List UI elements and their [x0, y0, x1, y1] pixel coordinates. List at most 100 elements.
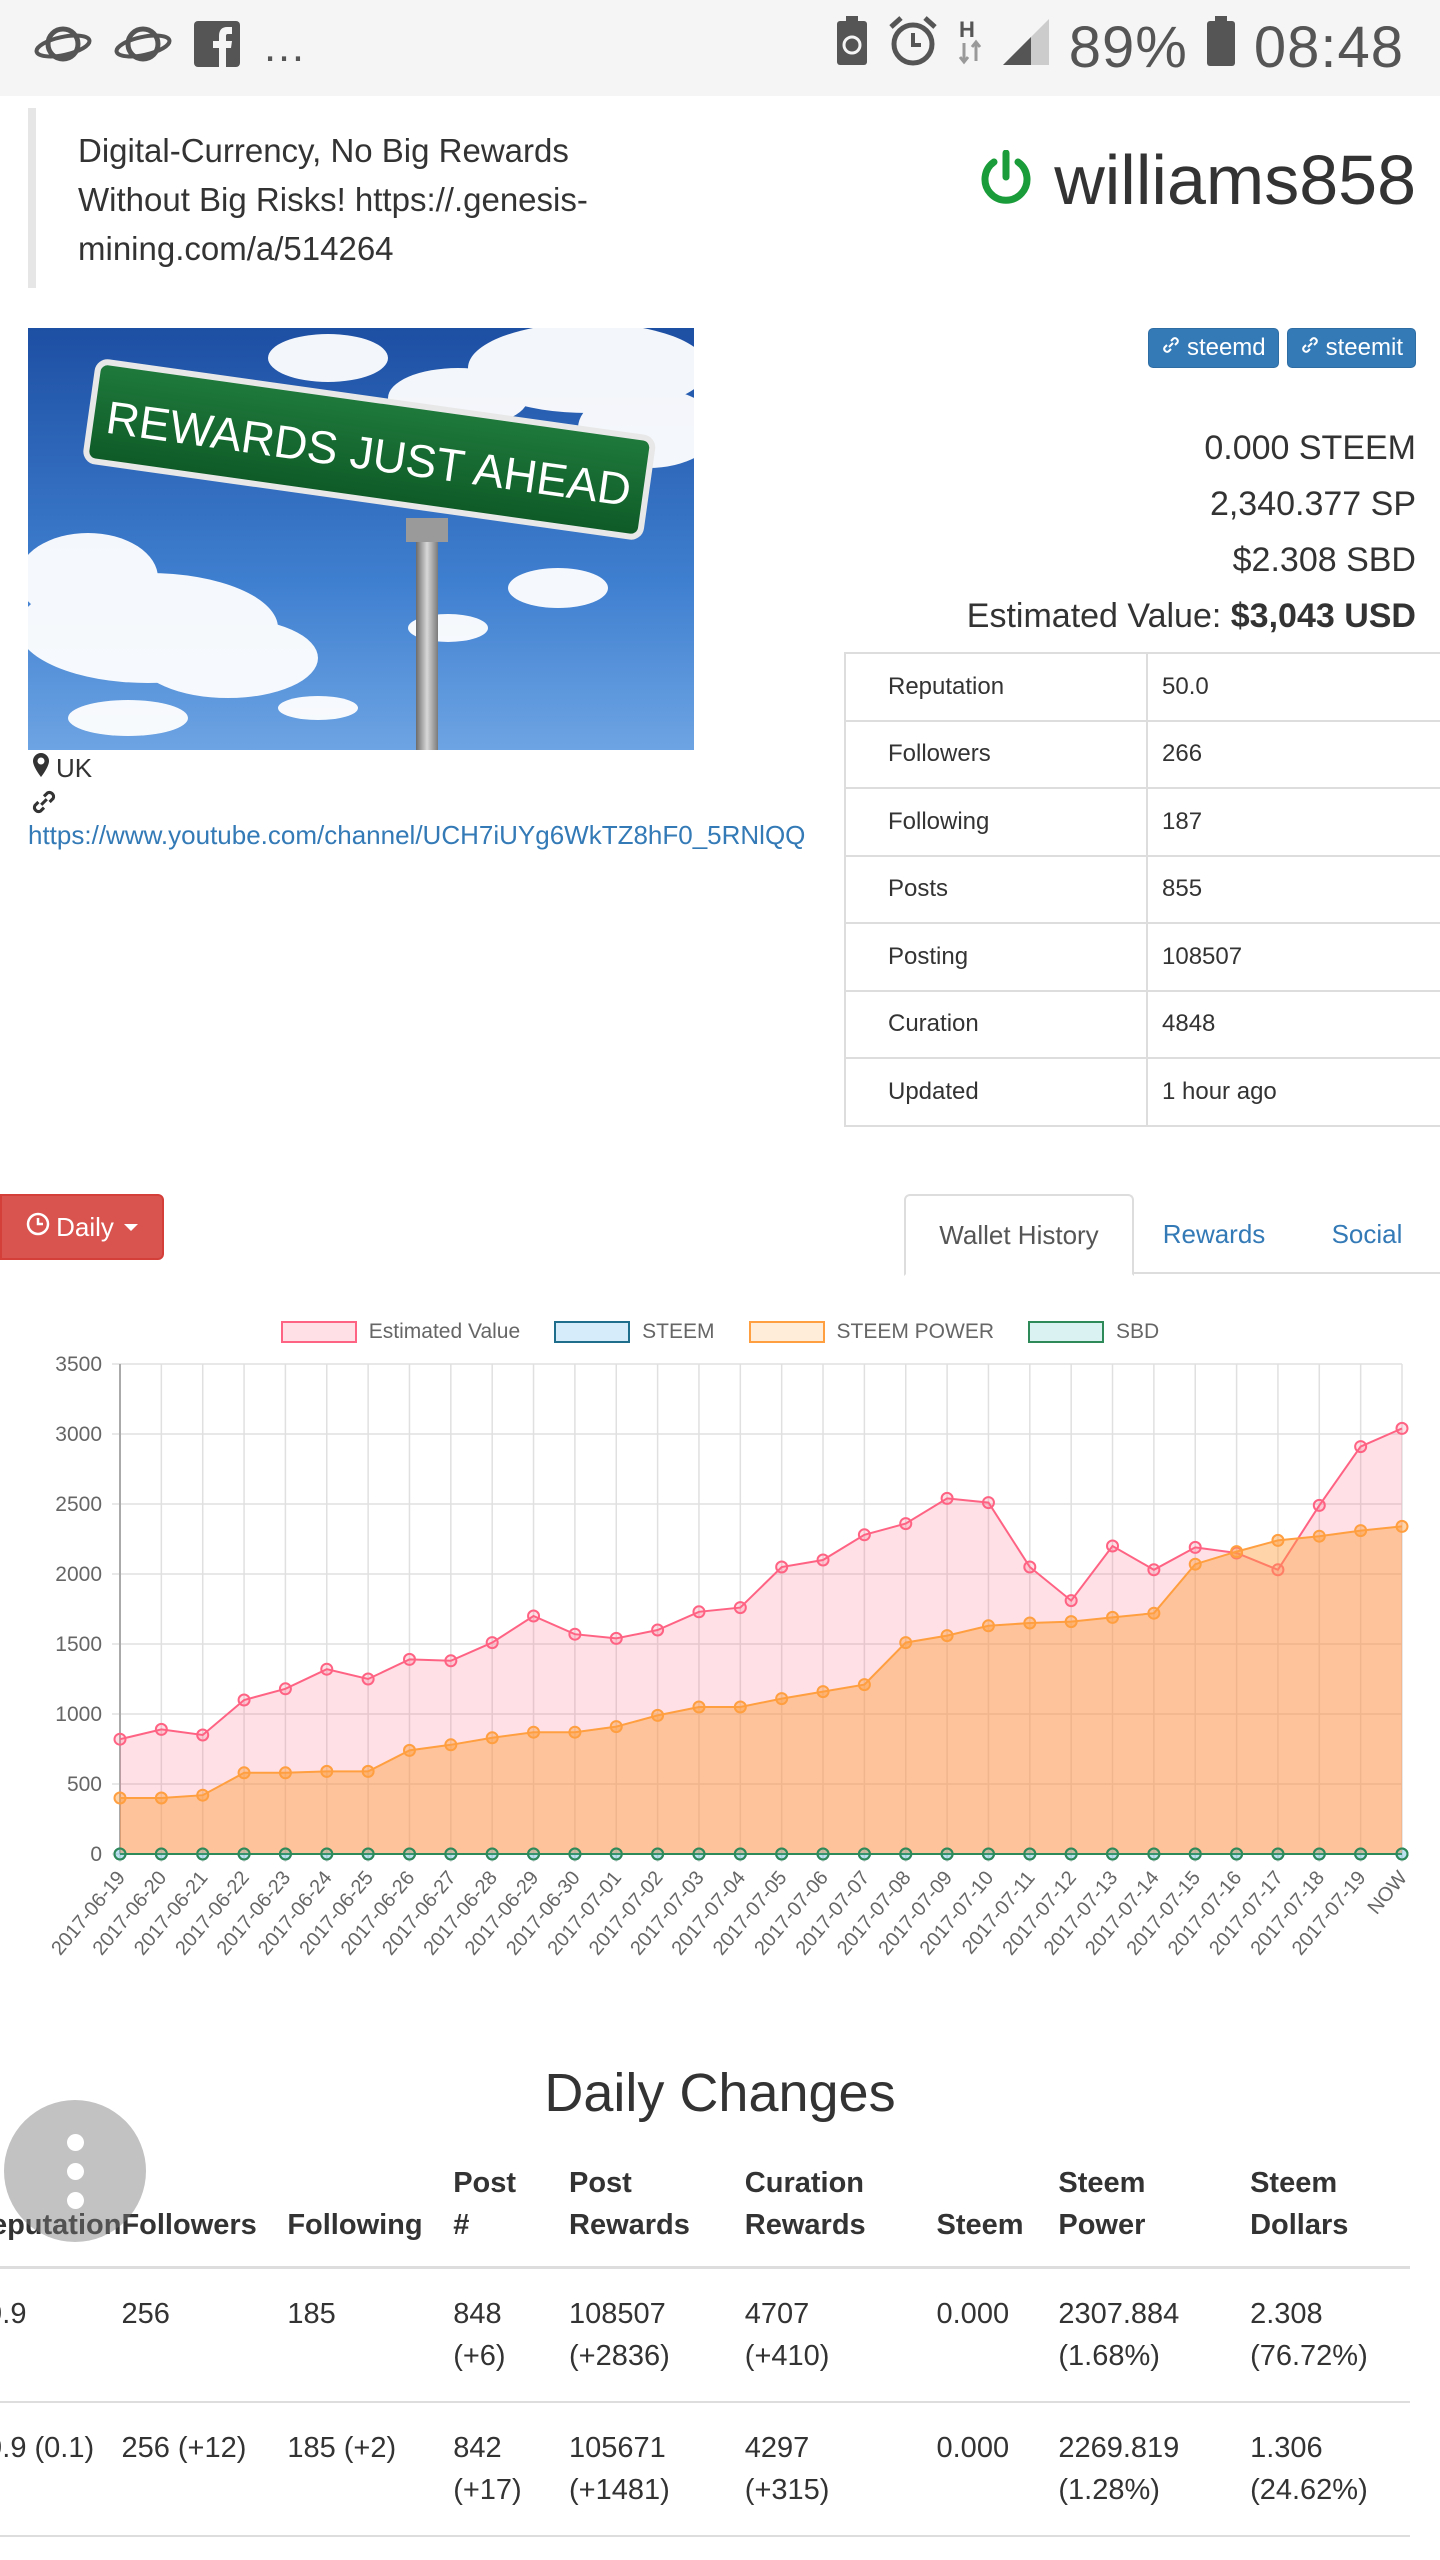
- table-cell: 49.9 (0.1): [0, 2402, 122, 2537]
- tab-rewards[interactable]: Rewards: [1162, 1218, 1266, 1249]
- data-point-sbd: [1064, 1847, 1078, 1861]
- y-tick-label: 3000: [55, 1423, 102, 1446]
- legend-label: Estimated Value: [368, 1320, 521, 1343]
- table-cell: 49.9: [0, 2267, 122, 2403]
- data-point-sbd: [1271, 1847, 1285, 1861]
- data-point-sbd: [1395, 1847, 1409, 1861]
- data-point-steem-power: [278, 1766, 292, 1780]
- header-line: #: [453, 2209, 470, 2241]
- data-point-steem-power: [692, 1700, 706, 1714]
- table-cell: 256 (+12): [121, 2402, 288, 2537]
- data-point-steem-power: [1106, 1610, 1120, 1624]
- legend-swatch: [554, 1321, 631, 1343]
- legend-label: STEEM: [642, 1320, 715, 1343]
- legend-label: SBD: [1116, 1320, 1160, 1343]
- column-header: Steem: [936, 2150, 1059, 2269]
- clock: 08:48: [1253, 15, 1404, 80]
- data-point-sbd: [444, 1847, 458, 1861]
- profile-cover-image: REWARDS JUST AHEAD: [28, 328, 694, 750]
- data-point-steem-power: [444, 1738, 458, 1752]
- wallet-history-chart: Estimated Value STEEM STEEM POWER SBD 0 5…: [0, 1300, 1440, 2000]
- cell-line: 0.000: [936, 2432, 1010, 2464]
- data-point-sbd: [237, 1847, 251, 1861]
- table-cell: 1.048: [1250, 2536, 1410, 2560]
- column-header: Reputation: [0, 2150, 122, 2269]
- cell-line: (+315): [744, 2474, 830, 2506]
- data-point-sbd: [485, 1847, 499, 1861]
- data-point-steem-power: [320, 1764, 334, 1778]
- estimated-value: Estimated Value: $3,043 USD: [967, 588, 1416, 644]
- data-point-estimated-value: [1395, 1421, 1409, 1435]
- data-point-sbd: [899, 1847, 913, 1861]
- chart-legend: Estimated Value STEEM STEEM POWER SBD: [0, 1320, 1440, 1344]
- legend-item-sbd[interactable]: SBD: [1028, 1320, 1159, 1344]
- chart-canvas: 05001000150020002500300035002017-06-1920…: [47, 1353, 1412, 1960]
- alarm-icon: [887, 14, 939, 81]
- data-point-sbd: [568, 1847, 582, 1861]
- legend-label: STEEM POWER: [836, 1320, 995, 1343]
- data-point-estimated-value: [651, 1623, 665, 1637]
- data-point-steem-power: [113, 1791, 127, 1805]
- more-options-fab[interactable]: [4, 2100, 146, 2242]
- legend-item-estimated[interactable]: Estimated Value: [280, 1320, 521, 1344]
- stat-label: Updated: [888, 1077, 979, 1105]
- data-point-sbd: [981, 1847, 995, 1861]
- cell-line: 49.9 (0.1): [0, 2432, 95, 2464]
- stat-label: Followers: [845, 720, 1147, 789]
- table-cell: 108507 (+2836): [569, 2267, 745, 2403]
- data-point-steem-power: [1230, 1545, 1244, 1559]
- cell-line: 256: [121, 2298, 170, 2330]
- steemd-link-button[interactable]: steemd: [1147, 328, 1279, 368]
- stat-label: Reputation: [845, 653, 1147, 722]
- header-line: Following: [287, 2209, 423, 2241]
- table-row: 49.8 (0.2)24418382510419039820.0002241.0…: [0, 2536, 1410, 2560]
- data-point-estimated-value: [857, 1528, 871, 1542]
- legend-item-steem[interactable]: STEEM: [554, 1320, 715, 1344]
- table-cell: 49.8 (0.2): [0, 2536, 122, 2560]
- header-line: Post: [453, 2167, 517, 2199]
- data-point-estimated-value: [1312, 1498, 1326, 1512]
- data-point-steem-power: [651, 1708, 665, 1722]
- period-dropdown-button[interactable]: Daily: [0, 1194, 164, 1260]
- data-point-estimated-value: [733, 1601, 747, 1615]
- stat-row-curation: Curation 4848: [845, 990, 1440, 1059]
- stat-value: 50.0: [1146, 653, 1440, 722]
- link-icon: [1300, 334, 1320, 362]
- cell-line: 0.000: [936, 2298, 1010, 2330]
- website-link[interactable]: https://www.youtube.com/channel/UCH7iUYg…: [28, 820, 806, 850]
- steemit-link-button[interactable]: steemit: [1286, 328, 1416, 368]
- about-line: Digital-Currency, No Big Rewards: [78, 132, 569, 169]
- data-point-estimated-value: [361, 1672, 375, 1686]
- website-link-icon: [30, 788, 58, 821]
- more-notifications-icon: …: [262, 21, 307, 71]
- data-point-steem-power: [237, 1766, 251, 1780]
- data-point-steem-power: [1312, 1529, 1326, 1543]
- dot: [66, 2133, 84, 2151]
- data-point-sbd: [527, 1847, 541, 1861]
- stat-label: Posting: [845, 923, 1147, 992]
- table-cell: 2307.884 (1.68%): [1058, 2267, 1251, 2403]
- stat-value: 855: [1146, 855, 1440, 924]
- data-point-estimated-value: [444, 1654, 458, 1668]
- column-header: Steem Power: [1058, 2150, 1251, 2269]
- table-cell: 256: [121, 2267, 288, 2403]
- data-point-sbd: [940, 1847, 954, 1861]
- table-cell: 185 (+2): [287, 2402, 454, 2537]
- tab-wallet-history[interactable]: Wallet History: [904, 1194, 1134, 1276]
- data-point-estimated-value: [1188, 1540, 1202, 1554]
- daily-changes-table: ReputationFollowers Following Post # Post Rew…: [0, 2150, 1410, 2560]
- legend-item-steem-power[interactable]: STEEM POWER: [748, 1320, 995, 1344]
- column-header: Steem Dollars: [1250, 2150, 1410, 2269]
- data-point-steem-power: [816, 1685, 830, 1699]
- y-tick-label: 500: [67, 1773, 102, 1796]
- tab-social[interactable]: Social: [1331, 1218, 1403, 1249]
- clock-icon: [26, 1212, 50, 1243]
- header-line: Rewards: [744, 2209, 866, 2241]
- data-point-sbd: [1188, 1847, 1202, 1861]
- data-point-steem-power: [1023, 1616, 1037, 1630]
- stat-value: 266: [1146, 720, 1440, 789]
- cell-line: (1.28%): [1058, 2474, 1160, 2506]
- dot: [66, 2162, 84, 2180]
- data-point-estimated-value: [1106, 1539, 1120, 1553]
- dot: [66, 2191, 84, 2209]
